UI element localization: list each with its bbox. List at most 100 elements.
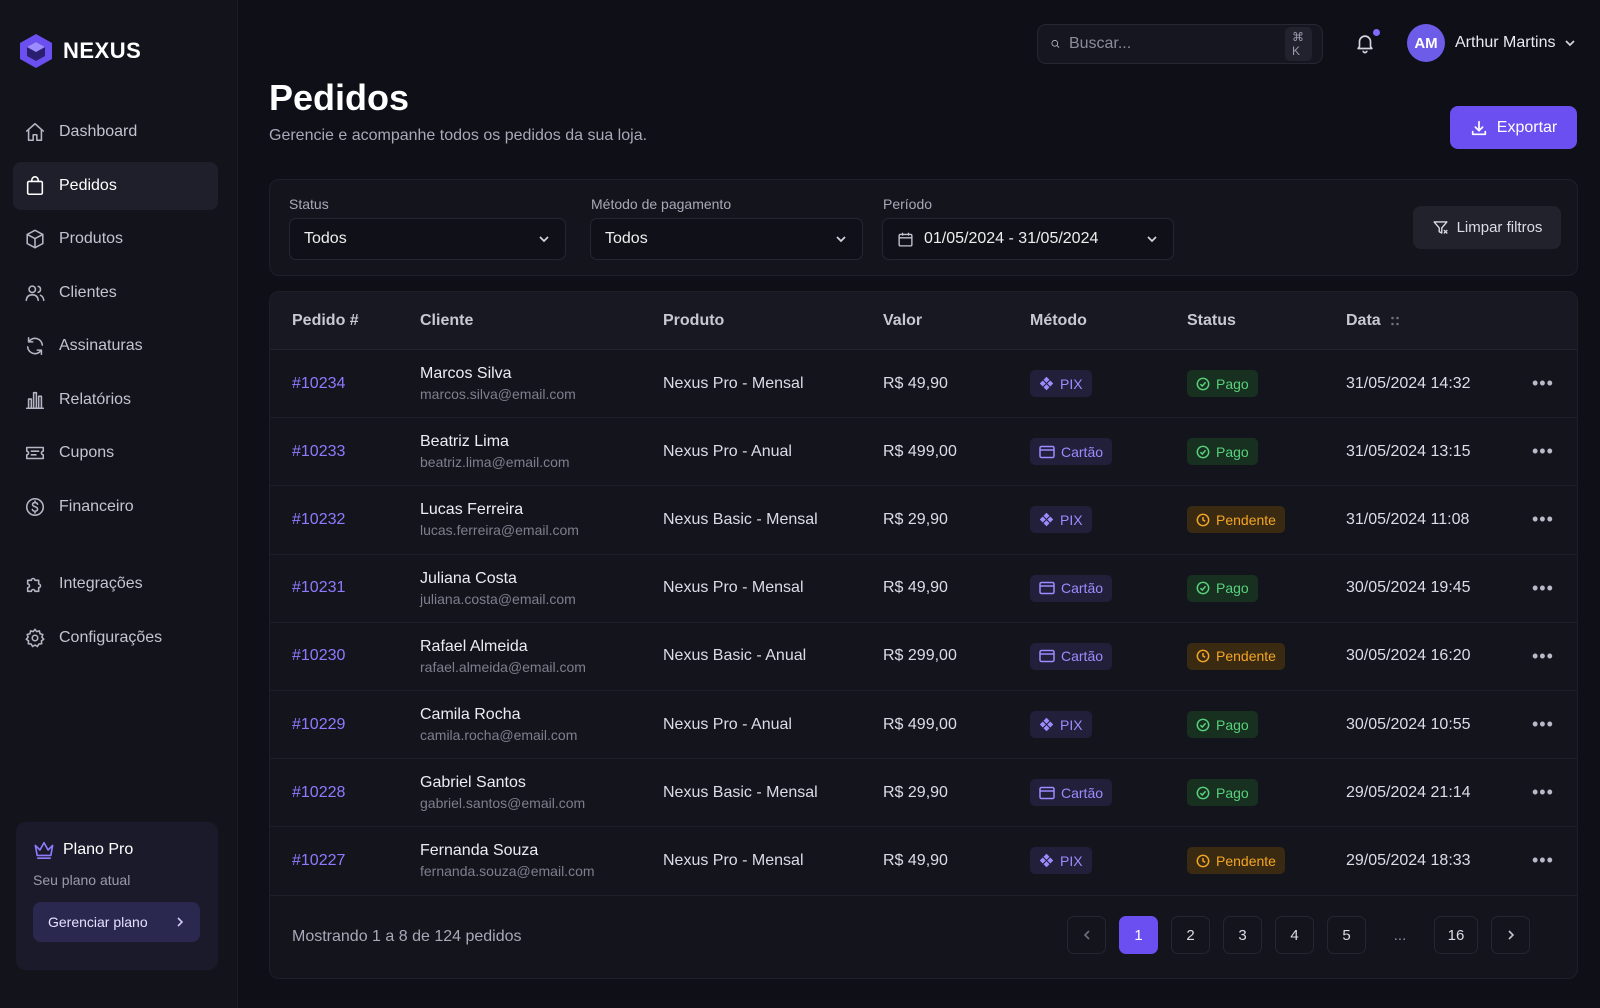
chevron-down-icon xyxy=(1565,40,1576,47)
date-cell: 31/05/2024 14:32 xyxy=(1346,374,1471,392)
avatar: AM xyxy=(1407,24,1445,62)
check-circle-icon xyxy=(1196,377,1210,391)
manage-plan-label: Gerenciar plano xyxy=(48,914,148,930)
table-row[interactable]: #10234 Marcos Silva marcos.silva@email.c… xyxy=(270,350,1577,419)
method-cell: Cartão xyxy=(1030,555,1113,622)
date-cell: 29/05/2024 21:14 xyxy=(1346,783,1471,801)
credit-card-icon xyxy=(1039,786,1055,799)
notifications-button[interactable] xyxy=(1354,32,1376,54)
value-cell: R$ 49,90 xyxy=(883,851,948,869)
payment-method-badge: Cartão xyxy=(1030,779,1113,807)
order-id-link[interactable]: #10233 xyxy=(292,442,346,460)
sidebar-item-dashboard[interactable]: Dashboard xyxy=(13,108,218,156)
product-cell: Nexus Pro - Mensal xyxy=(663,579,804,597)
sidebar-item-assinaturas[interactable]: Assinaturas xyxy=(13,322,218,370)
row-actions-button[interactable]: ••• xyxy=(1532,645,1554,666)
credit-card-icon xyxy=(1039,581,1055,595)
pagination-page-3[interactable]: 3 xyxy=(1223,916,1262,954)
payment-method-label: PIX xyxy=(1060,375,1083,392)
download-icon xyxy=(1471,120,1486,135)
sidebar-item-label: Cupons xyxy=(59,444,115,461)
payment-method-badge: Cartão xyxy=(1030,574,1113,602)
status-cell: Pendente xyxy=(1187,827,1285,894)
sidebar-item-label: Financeiro xyxy=(59,497,134,515)
nav-separator xyxy=(13,536,218,560)
pagination-prev-button[interactable] xyxy=(1067,916,1106,954)
order-id-link[interactable]: #10234 xyxy=(292,374,346,392)
column-header-date[interactable]: Data xyxy=(1346,312,1401,330)
table-row[interactable]: #10231 Juliana Costa juliana.costa@email… xyxy=(270,555,1577,623)
row-actions-button[interactable]: ••• xyxy=(1532,782,1554,803)
row-actions-button[interactable]: ••• xyxy=(1532,850,1554,871)
product-cell: Nexus Basic - Mensal xyxy=(663,783,818,801)
pagination-next-button[interactable] xyxy=(1491,916,1530,954)
sidebar-item-cupons[interactable]: Cupons xyxy=(13,429,218,477)
table-row[interactable]: #10232 Lucas Ferreira lucas.ferreira@ema… xyxy=(270,486,1577,555)
shopping-bag-icon xyxy=(26,175,44,195)
check-circle-icon xyxy=(1196,718,1210,731)
user-menu[interactable]: AM Arthur Martins xyxy=(1407,24,1577,62)
status-badge: Pago xyxy=(1187,438,1258,466)
method-filter-select[interactable]: Todos xyxy=(590,218,863,260)
row-actions-button[interactable]: ••• xyxy=(1532,441,1554,462)
sidebar-item-pedidos[interactable]: Pedidos xyxy=(13,161,218,210)
order-id-link[interactable]: #10229 xyxy=(292,715,346,733)
order-id-link[interactable]: #10228 xyxy=(292,783,346,801)
column-header-product: Produto xyxy=(663,311,725,329)
sidebar-item-financeiro[interactable]: Financeiro xyxy=(13,483,218,531)
box-icon xyxy=(26,229,44,249)
sidebar-item-integracoes[interactable]: Integrações xyxy=(13,560,218,608)
status-badge: Pago xyxy=(1187,711,1258,739)
calendar-icon xyxy=(898,232,913,247)
payment-method-badge: PIX xyxy=(1030,847,1092,875)
sidebar-nav: Dashboard Pedidos Produtos Clientes Assi… xyxy=(13,108,218,667)
order-id-link[interactable]: #10227 xyxy=(292,851,346,869)
manage-plan-button[interactable]: Gerenciar plano xyxy=(33,902,200,942)
date-cell: 29/05/2024 18:33 xyxy=(1346,851,1471,869)
method-cell: Cartão xyxy=(1030,759,1113,826)
table-row[interactable]: #10228 Gabriel Santos gabriel.santos@ema… xyxy=(270,759,1577,828)
pagination-page-2[interactable]: 2 xyxy=(1171,916,1210,954)
search-input[interactable] xyxy=(1068,35,1276,53)
pagination-summary: Mostrando 1 a 8 de 124 pedidos xyxy=(292,928,522,945)
period-filter-select[interactable]: 01/05/2024 - 31/05/2024 xyxy=(882,218,1174,260)
value-cell: R$ 499,00 xyxy=(883,442,957,460)
search-box[interactable]: ⌘ K xyxy=(1037,24,1323,64)
client-email: camila.rocha@email.com xyxy=(420,727,578,744)
brand[interactable]: NEXUS xyxy=(19,33,141,69)
pagination-page-4[interactable]: 4 xyxy=(1275,916,1314,954)
order-id-link[interactable]: #10232 xyxy=(292,510,346,528)
order-id-link[interactable]: #10231 xyxy=(292,579,346,597)
clear-filters-button[interactable]: Limpar filtros xyxy=(1413,206,1561,249)
table-row[interactable]: #10230 Rafael Almeida rafael.almeida@ema… xyxy=(270,623,1577,691)
sidebar-item-produtos[interactable]: Produtos xyxy=(13,215,218,263)
export-button[interactable]: Exportar xyxy=(1450,106,1577,149)
product-cell: Nexus Basic - Mensal xyxy=(663,510,818,528)
method-cell: Cartão xyxy=(1030,418,1113,485)
home-icon xyxy=(25,122,45,142)
table-row[interactable]: #10229 Camila Rocha camila.rocha@email.c… xyxy=(270,691,1577,760)
row-actions-button[interactable]: ••• xyxy=(1532,373,1554,394)
pagination-page-16[interactable]: 16 xyxy=(1434,916,1478,954)
status-badge: Pago xyxy=(1187,370,1258,398)
date-cell: 30/05/2024 10:55 xyxy=(1346,715,1471,733)
sidebar-item-relatorios[interactable]: Relatórios xyxy=(13,376,218,424)
status-filter-select[interactable]: Todos xyxy=(289,218,566,260)
sidebar-item-clientes[interactable]: Clientes xyxy=(13,269,218,317)
period-filter-label: Período xyxy=(883,196,933,212)
table-row[interactable]: #10227 Fernanda Souza fernanda.souza@ema… xyxy=(270,827,1577,896)
pagination-page-1[interactable]: 1 xyxy=(1119,916,1158,954)
pagination-ellipsis: ... xyxy=(1393,926,1407,944)
status-badge: Pendente xyxy=(1187,642,1285,670)
value-cell: R$ 29,90 xyxy=(883,510,948,528)
clear-filters-label: Limpar filtros xyxy=(1456,219,1543,236)
table-row[interactable]: #10233 Beatriz Lima beatriz.lima@email.c… xyxy=(270,418,1577,487)
client-cell: Beatriz Lima beatriz.lima@email.com xyxy=(420,418,570,485)
row-actions-button[interactable]: ••• xyxy=(1532,714,1554,735)
row-actions-button[interactable]: ••• xyxy=(1532,509,1554,530)
row-actions-button[interactable]: ••• xyxy=(1532,577,1554,598)
pagination-page-5[interactable]: 5 xyxy=(1327,916,1366,954)
sidebar-item-configuracoes[interactable]: Configurações xyxy=(13,614,218,662)
value-cell: R$ 499,00 xyxy=(883,715,957,733)
order-id-link[interactable]: #10230 xyxy=(292,647,346,665)
